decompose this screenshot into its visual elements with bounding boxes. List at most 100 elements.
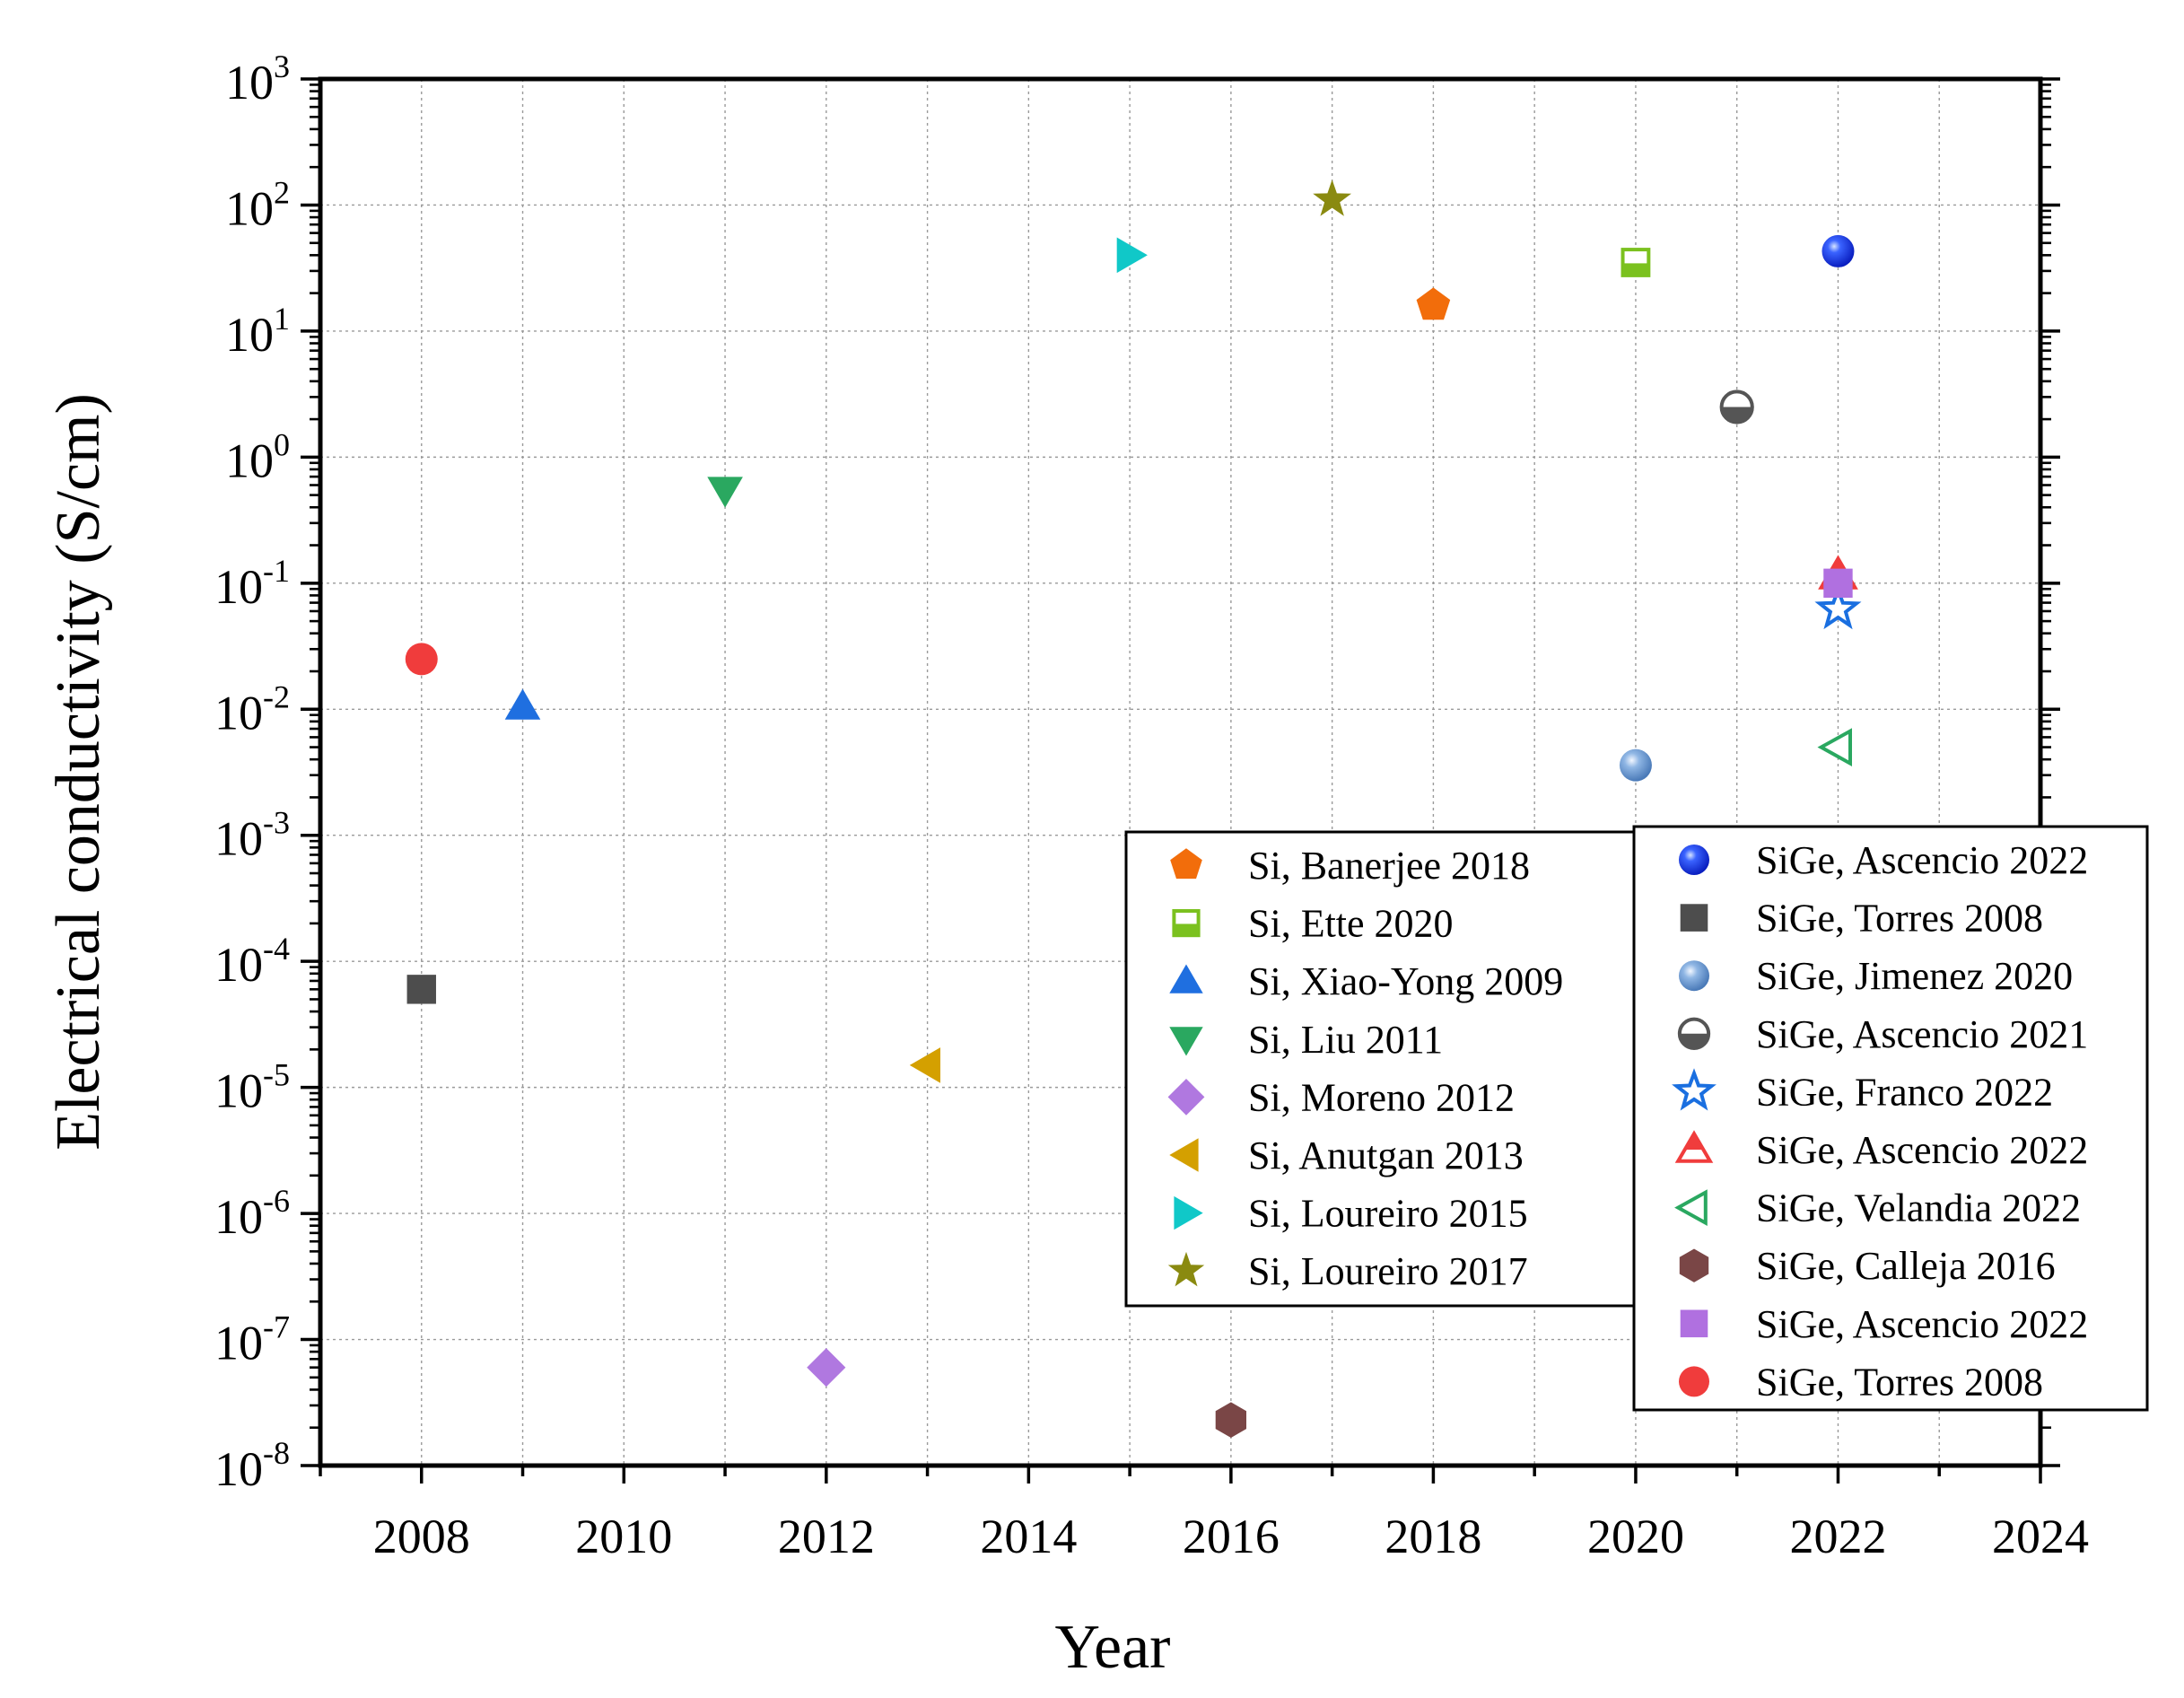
legend-item: Si, Moreno 2012	[1167, 1075, 1515, 1119]
point-si-anutgan-2013-5	[909, 1047, 940, 1083]
legend-marker-triangle-open-fill	[1685, 1133, 1703, 1150]
y-tick-label: 101	[225, 301, 290, 362]
y-tick-base: 10	[214, 1442, 263, 1496]
legend-item: SiGe, Ascencio 2022	[1680, 1302, 2088, 1346]
y-tick-label: 10-3	[214, 805, 290, 866]
marker-triangle-down	[707, 477, 743, 508]
legend-marker-square	[1680, 904, 1708, 932]
legend-marker-hexagon	[1679, 1248, 1709, 1282]
y-tick-exponent: -3	[263, 805, 290, 841]
y-tick-label: 10-5	[214, 1057, 290, 1118]
marker-triangle-left	[909, 1047, 940, 1083]
y-tick-base: 10	[214, 686, 263, 740]
legend-label: SiGe, Torres 2008	[1756, 1360, 2043, 1404]
legend-marker-square	[1680, 1309, 1708, 1338]
y-tick-base: 10	[214, 560, 263, 614]
x-tick-label: 2020	[1587, 1510, 1684, 1563]
marker-triangle-left-open	[1817, 728, 1852, 766]
y-tick-exponent: -4	[263, 931, 290, 967]
point-sige-velandia-2022-14	[1817, 728, 1852, 766]
legend-marker-square-half-fill	[1174, 923, 1199, 936]
legend-marker-diamond	[1167, 1079, 1205, 1116]
y-tick-label: 10-8	[214, 1435, 290, 1496]
legend-label: SiGe, Ascencio 2021	[1756, 1012, 2088, 1056]
x-tick-label: 2012	[778, 1510, 875, 1563]
legend-item: Si, Loureiro 2015	[1174, 1192, 1528, 1236]
y-tick-base: 10	[214, 812, 263, 866]
legend-item: Si, Anutgan 2013	[1169, 1133, 1524, 1177]
point-sige-calleja-2016-15	[1215, 1402, 1246, 1438]
plot-frame	[318, 76, 2043, 1468]
y-axis-title: Electrical conductivity (S/cm)	[44, 393, 113, 1151]
y-tick-exponent: 0	[274, 426, 290, 462]
legend-marker-star	[1167, 1251, 1205, 1287]
marker-diamond	[807, 1348, 846, 1387]
legend-marker-sphere	[1679, 960, 1709, 992]
marker-circle	[405, 643, 438, 676]
point-si-xiao-yong-2009-2	[504, 688, 541, 720]
legend-item: SiGe, Ascencio 2022	[1679, 838, 2088, 882]
legend-label: SiGe, Franco 2022	[1756, 1070, 2053, 1114]
legend-marker-sphere	[1679, 845, 1709, 875]
legend-label: SiGe, Ascencio 2022	[1756, 1302, 2088, 1346]
legend-marker-triangle-up	[1169, 964, 1203, 993]
marker-square	[406, 975, 436, 1004]
y-tick-labels: 10310210110010-110-210-310-410-510-610-7…	[214, 48, 290, 1496]
marker-triangle-right	[1116, 237, 1148, 274]
y-tick-label: 100	[225, 426, 290, 487]
point-si-loureiro-2017-7	[1313, 179, 1351, 216]
legend-label: Si, Xiao-Yong 2009	[1248, 959, 1563, 1003]
y-tick-exponent: -5	[263, 1057, 290, 1093]
y-tick-exponent: 1	[274, 301, 290, 337]
y-tick-label: 10-7	[214, 1309, 290, 1370]
x-tick-label: 2014	[980, 1510, 1077, 1563]
marker-pentagon	[1416, 287, 1451, 320]
legend-marker-triangle-left-open	[1674, 1189, 1708, 1226]
y-tick-base: 10	[225, 308, 274, 362]
x-axis-title: Year	[1055, 1613, 1171, 1682]
x-tick-label: 2008	[373, 1510, 470, 1563]
legend-item: SiGe, Torres 2008	[1680, 897, 2043, 941]
legend-item: SiGe, Ascencio 2021	[1677, 1012, 2088, 1056]
legend-item: Si, Banerjee 2018	[1170, 844, 1530, 888]
legend-box-si	[1124, 830, 1636, 1308]
point-si-moreno-2012-4	[807, 1348, 846, 1387]
y-tick-exponent: -6	[263, 1183, 290, 1219]
marker-star-open	[1814, 584, 1862, 630]
marker-sphere	[1821, 234, 1855, 267]
legend-item: Si, Xiao-Yong 2009	[1169, 959, 1563, 1003]
marker-hexagon	[1215, 1402, 1246, 1438]
x-tick-label: 2018	[1385, 1510, 1481, 1563]
legend-label: Si, Banerjee 2018	[1248, 844, 1530, 888]
legend-box-sige	[1632, 825, 2149, 1412]
x-tick-label: 2024	[1992, 1510, 2089, 1563]
legend-marker-pentagon	[1170, 848, 1202, 880]
marker-triangle-up	[504, 688, 541, 720]
legend-label: SiGe, Velandia 2022	[1756, 1186, 2081, 1230]
legend-label: SiGe, Ascencio 2022	[1756, 838, 2088, 882]
point-sige-torres-2008-9	[406, 975, 436, 1004]
y-tick-base: 10	[225, 56, 274, 109]
legend-marker-triangle-right	[1174, 1195, 1203, 1230]
y-tick-label: 103	[225, 48, 290, 109]
legend-label: SiGe, Calleja 2016	[1756, 1244, 2056, 1288]
x-tick-labels: 2008 2010 2012 2014 2016 2018 2020 2022 2024	[373, 1510, 2089, 1563]
point-sige-ascencio-2022-8	[1821, 234, 1855, 267]
legend-item: SiGe, Ascencio 2022	[1674, 1128, 2088, 1172]
y-tick-label: 10-6	[214, 1183, 290, 1244]
y-tick-exponent: -2	[263, 678, 290, 714]
legend-item: SiGe, Jimenez 2020	[1679, 954, 2073, 998]
point-sige-ascencio-2022-16	[1823, 568, 1853, 599]
legend-item: SiGe, Franco 2022	[1672, 1068, 2053, 1114]
y-tick-base: 10	[214, 1064, 263, 1118]
marker-star	[1313, 179, 1351, 216]
x-tick-label: 2016	[1183, 1510, 1280, 1563]
legend-item: SiGe, Calleja 2016	[1679, 1244, 2056, 1288]
legend-label: SiGe, Ascencio 2022	[1756, 1128, 2088, 1172]
y-tick-base: 10	[214, 938, 263, 992]
y-tick-label: 10-4	[214, 931, 290, 992]
legend-marker-triangle-left	[1169, 1138, 1199, 1172]
legend-sige: SiGe, Ascencio 2022 SiGe, Torres 2008 SiGe…	[1632, 825, 2149, 1412]
y-tick-label: 10-1	[214, 553, 290, 614]
